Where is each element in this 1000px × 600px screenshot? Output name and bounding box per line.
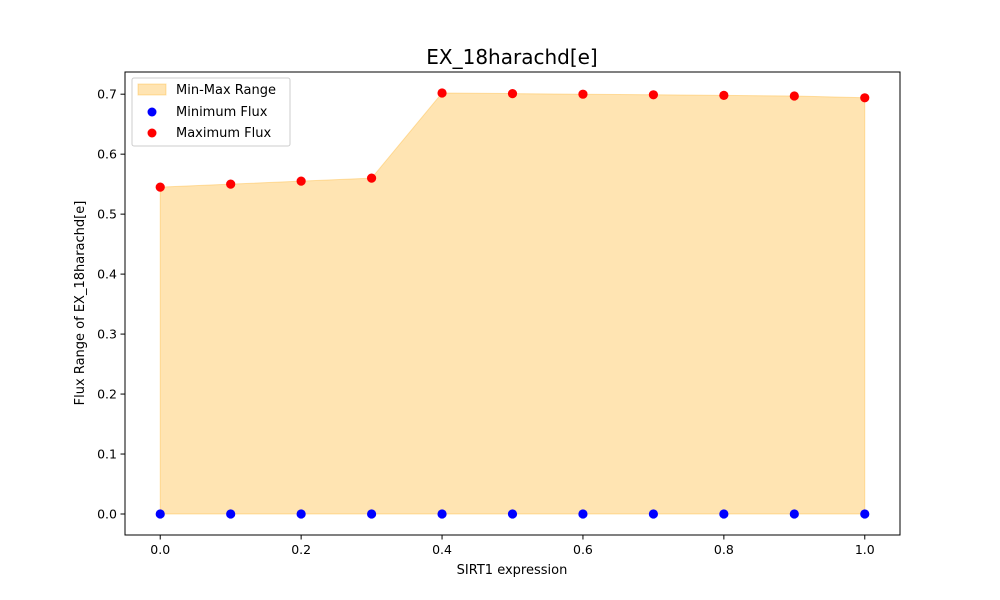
y-axis-label: Flux Range of EX_18harachd[e] — [73, 201, 88, 406]
x-tick-label: 0.8 — [714, 542, 734, 557]
max-flux-point — [719, 90, 729, 100]
legend-label-min: Minimum Flux — [176, 105, 268, 120]
chart-title: EX_18harachd[e] — [426, 45, 597, 69]
max-flux-point — [860, 93, 870, 103]
x-tick-label: 1.0 — [855, 542, 875, 557]
max-flux-point — [437, 88, 447, 98]
min-flux-point — [437, 509, 447, 519]
x-tick-label: 0.0 — [150, 542, 170, 557]
max-flux-point — [789, 91, 799, 101]
plot-area — [155, 88, 870, 519]
max-flux-point — [296, 176, 306, 186]
y-tick-label: 0.7 — [97, 87, 117, 102]
min-flux-point — [719, 509, 729, 519]
max-flux-point — [507, 88, 518, 99]
max-flux-point — [226, 179, 236, 189]
y-tick-label: 0.6 — [97, 147, 117, 162]
max-flux-point — [578, 89, 588, 99]
y-tick-label: 0.2 — [97, 387, 117, 402]
legend: Min-Max Range Minimum Flux Maximum Flux — [131, 77, 291, 147]
legend-box — [131, 77, 291, 147]
min-flux-point — [860, 509, 870, 519]
x-tick-label: 0.4 — [432, 542, 452, 557]
max-flux-point — [155, 182, 165, 192]
min-flux-point — [296, 509, 306, 519]
min-flux-point — [578, 509, 588, 519]
legend-label-max: Maximum Flux — [176, 126, 272, 141]
legend-label-range: Min-Max Range — [176, 83, 276, 98]
min-flux-point — [507, 509, 518, 519]
min-flux-point — [155, 509, 165, 519]
max-flux-point — [366, 173, 377, 183]
y-axis-ticks: 0.0 0.1 0.2 0.3 0.4 0.5 0.6 0.7 — [97, 87, 125, 522]
axes-frame — [124, 71, 901, 536]
x-axis-label: SIRT1 expression — [457, 563, 568, 578]
legend-marker-max — [147, 128, 157, 138]
max-flux-point — [648, 90, 659, 100]
legend-marker-min — [147, 107, 157, 117]
x-axis-ticks: 0.0 0.2 0.4 0.6 0.8 1.0 — [150, 535, 875, 557]
y-tick-label: 0.5 — [97, 207, 117, 222]
legend-swatch-range — [137, 83, 167, 96]
x-tick-label: 0.2 — [291, 542, 311, 557]
min-flux-point — [789, 509, 799, 519]
min-flux-point — [366, 509, 377, 519]
y-tick-label: 0.0 — [97, 507, 117, 522]
y-tick-label: 0.4 — [97, 267, 117, 282]
y-tick-label: 0.3 — [97, 327, 117, 342]
y-tick-label: 0.1 — [97, 447, 117, 462]
min-flux-point — [226, 509, 236, 519]
x-tick-label: 0.6 — [573, 542, 593, 557]
min-flux-point — [648, 509, 659, 519]
